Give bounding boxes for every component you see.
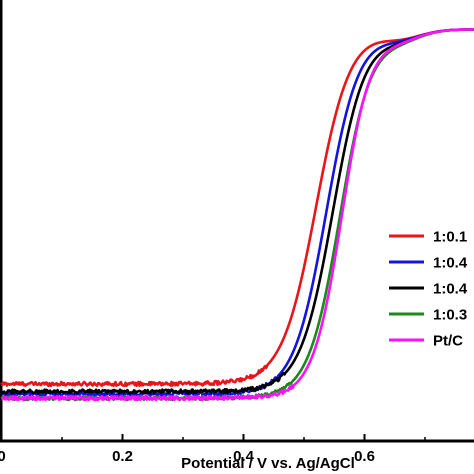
- legend-label: 1:0.4: [433, 255, 468, 272]
- series-line-4: [0, 28, 474, 402]
- x-tick-label: 0.2: [112, 448, 133, 465]
- series-line-2: [1, 28, 474, 398]
- legend-label: 1:0.1: [433, 229, 467, 246]
- series-curves: [0, 28, 474, 402]
- legend-label: Pt/C: [433, 333, 463, 350]
- legend: 1:0.1 1:0.4 1:0.4 1:0.3 Pt/C: [389, 229, 468, 350]
- x-axis: 0 0.2 0.4 0.6: [0, 434, 426, 465]
- x-tick-label: 0.4: [233, 448, 255, 465]
- plot-area: [0, 0, 474, 443]
- legend-label: 1:0.3: [433, 307, 467, 324]
- x-tick-label: 0: [0, 448, 6, 465]
- series-line-5: [1, 28, 474, 402]
- legend-label: 1:0.4: [433, 281, 468, 298]
- x-axis-label: Potential / V vs. Ag/AgCl: [181, 455, 355, 472]
- x-tick-label: 0.6: [354, 448, 375, 465]
- series-line-1: [0, 28, 474, 388]
